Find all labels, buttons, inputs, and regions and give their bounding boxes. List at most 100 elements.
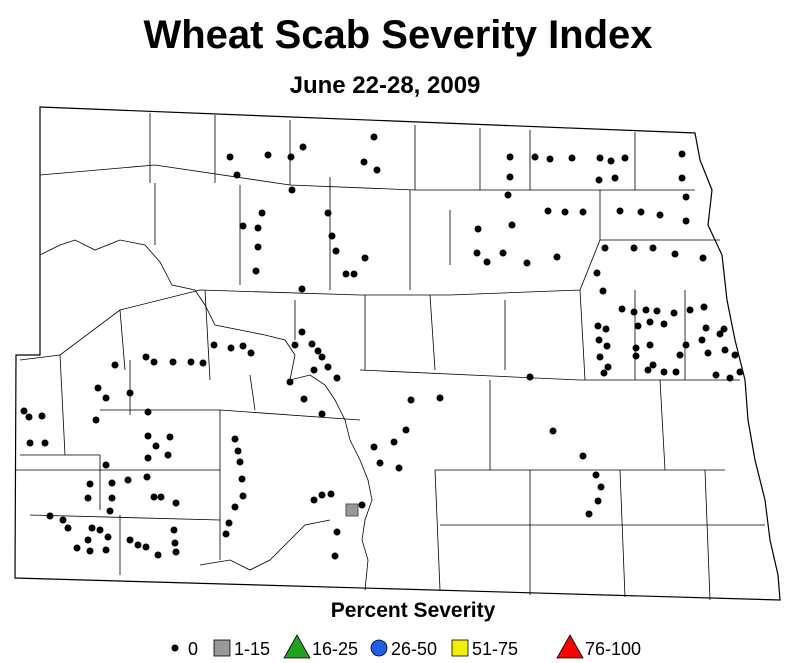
subtitle: June 22-28, 2009 (290, 72, 481, 99)
legend-label: 16-25 (312, 639, 358, 659)
legend-symbol (283, 634, 311, 659)
station-dot (370, 133, 378, 141)
station-dot (508, 221, 516, 229)
station-dot (699, 254, 707, 262)
station-dot (682, 193, 690, 201)
station-dot (254, 243, 262, 251)
station-dot (187, 358, 195, 366)
station-dot (731, 351, 739, 359)
station-dot (646, 318, 654, 326)
station-dot (210, 341, 218, 349)
station-dot (402, 426, 410, 434)
station-dot (291, 341, 299, 349)
station-dot (660, 368, 668, 376)
station-dot (169, 358, 177, 366)
station-dot (59, 516, 67, 524)
station-dot (616, 207, 624, 215)
station-dot (594, 322, 602, 330)
station-dot (222, 530, 230, 538)
legend: 0 1-15 16-25 26-50 51-75 76-100 (171, 634, 641, 659)
station-dot (328, 232, 336, 240)
station-dot (227, 344, 235, 352)
station-dot (597, 483, 605, 491)
title: Wheat Scab Severity Index (143, 13, 652, 57)
station-dot (599, 287, 607, 295)
station-dot (318, 410, 326, 418)
station-dot (632, 344, 640, 352)
station-dot (630, 308, 638, 316)
station-dot (166, 433, 174, 441)
station-dot (258, 209, 266, 217)
station-dot (172, 499, 180, 507)
station-dot (585, 510, 593, 518)
station-dot (611, 174, 619, 182)
station-dot (700, 303, 708, 311)
station-dot (436, 394, 444, 402)
station-dot (239, 222, 247, 230)
station-dot (649, 244, 657, 252)
station-dot (41, 439, 49, 447)
station-dot (660, 320, 668, 328)
station-dot (390, 438, 398, 446)
station-dot (314, 347, 322, 355)
station-dot (318, 491, 326, 499)
station-dot (298, 285, 306, 293)
station-dot (142, 543, 150, 551)
station-dot (630, 244, 638, 252)
station-dot (236, 458, 244, 466)
station-dot (92, 416, 100, 424)
station-dot (370, 443, 378, 451)
station-dot (126, 389, 134, 397)
station-dot (726, 374, 734, 382)
legend-symbol (213, 639, 231, 657)
station-dot (234, 447, 242, 455)
station-dot (596, 353, 604, 361)
station-dot (720, 325, 728, 333)
legend-label: 1-15 (234, 639, 270, 659)
station-dot (102, 546, 110, 554)
station-dot (38, 412, 46, 420)
station-dot (25, 413, 33, 421)
station-dot (226, 153, 234, 161)
station-dot (310, 496, 318, 504)
station-dot (171, 539, 179, 547)
station-dot (310, 366, 318, 374)
station-dot (376, 459, 384, 467)
station-dot (504, 191, 512, 199)
station-dot (678, 174, 686, 182)
station-dot (342, 270, 350, 278)
station-dot (600, 369, 608, 377)
station-dot (602, 325, 610, 333)
legend-symbol (556, 634, 584, 659)
station-dot (247, 349, 255, 357)
station-dot (231, 503, 239, 511)
station-dot (64, 524, 72, 532)
station-dot (595, 336, 603, 344)
station-dot (308, 340, 316, 348)
station-dot (324, 363, 332, 371)
station-square (345, 503, 359, 517)
station-dot (318, 353, 326, 361)
station-dot (94, 384, 102, 392)
station-dot (642, 306, 650, 314)
station-dot (672, 368, 680, 376)
station-dot (288, 186, 296, 194)
station-dot (88, 524, 96, 532)
station-dot (150, 358, 158, 366)
station-dot (579, 208, 587, 216)
station-dot (395, 464, 403, 472)
station-dot (333, 528, 341, 536)
station-dot (299, 143, 307, 151)
station-dot (84, 536, 92, 544)
station-dot (106, 507, 114, 515)
station-dot (637, 208, 645, 216)
station-dot (593, 269, 601, 277)
station-dot (670, 309, 678, 317)
river (39, 239, 373, 591)
station-dot (594, 497, 602, 505)
station-dot (656, 211, 664, 219)
station-dot (407, 396, 415, 404)
station-dot (596, 154, 604, 162)
legend-symbol (451, 639, 469, 657)
station-dot (86, 547, 94, 555)
